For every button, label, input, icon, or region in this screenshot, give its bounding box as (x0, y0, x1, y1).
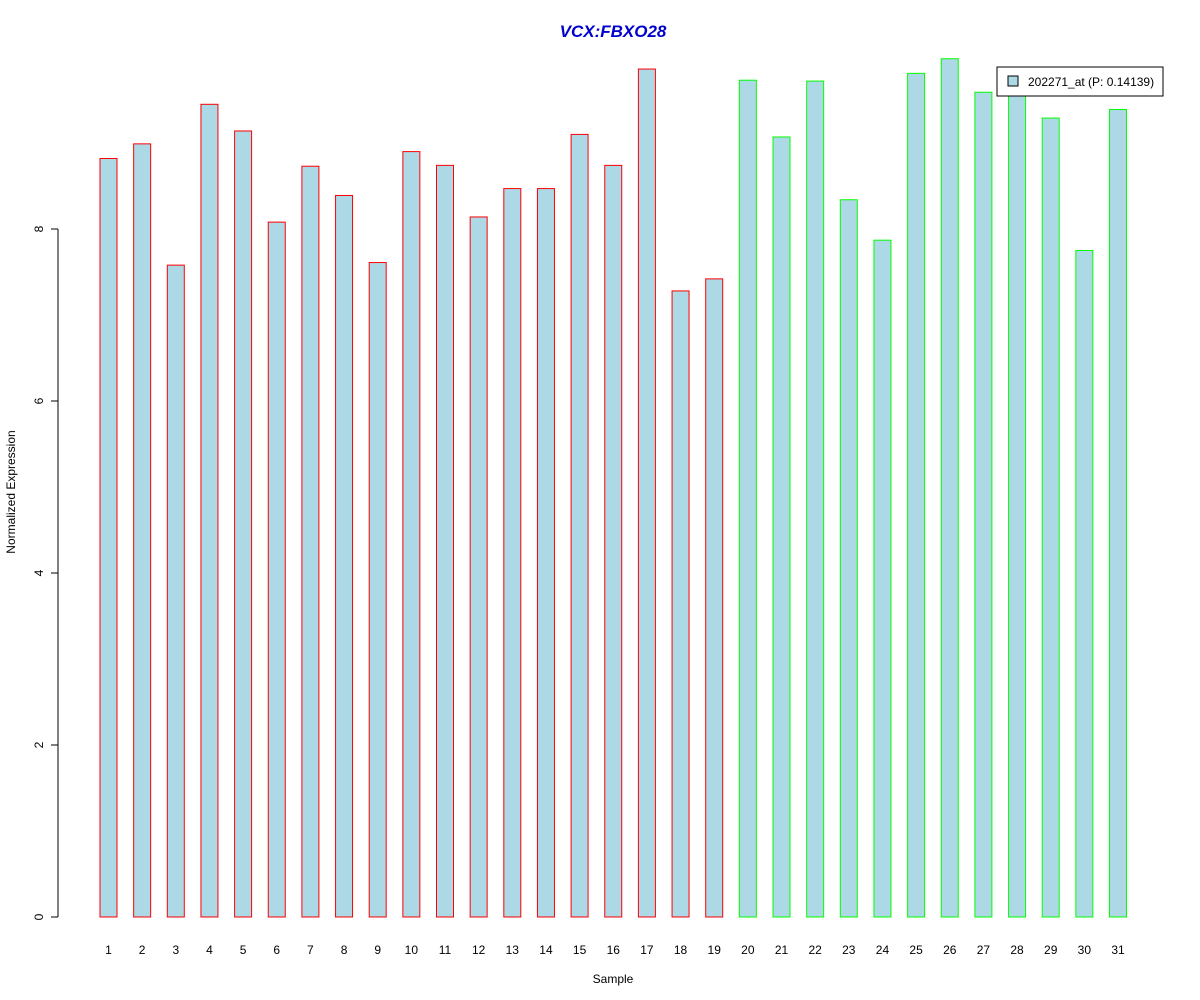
bar-sample-30 (1075, 250, 1094, 918)
x-tick-label: 20 (741, 943, 755, 957)
x-tick-label: 6 (273, 943, 280, 957)
y-tick-label: 2 (32, 741, 46, 748)
bar-sample-31 (1109, 108, 1127, 918)
x-tick-label: 19 (708, 943, 722, 957)
legend-swatch (1007, 75, 1019, 87)
bar-sample-4 (200, 103, 219, 918)
x-tick-label: 5 (240, 943, 247, 957)
bar-sample-13 (503, 188, 522, 918)
bar-sample-5 (234, 130, 253, 918)
x-tick-label: 15 (573, 943, 587, 957)
bar-sample-15 (570, 133, 589, 918)
bar-sample-1 (99, 157, 118, 918)
bar-sample-24 (873, 239, 892, 918)
x-tick-label: 14 (539, 943, 553, 957)
x-tick-label: 12 (472, 943, 486, 957)
x-tick-label: 1 (105, 943, 112, 957)
bar-sample-29 (1041, 117, 1060, 918)
x-tick-label: 13 (506, 943, 520, 957)
x-tick-label: 10 (405, 943, 419, 957)
bar-sample-14 (536, 188, 555, 918)
x-tick-labels: 1 2 3 4 5 6 7 8 9 10 11 12 13 14 15 16 17 18 19 20 21 22 23 24 2… (105, 943, 1125, 957)
x-tick-label: 22 (808, 943, 822, 957)
x-tick-label: 28 (1010, 943, 1024, 957)
y-axis-label: Normalized Expression (4, 430, 18, 553)
bar-sample-2 (133, 143, 152, 918)
x-tick-label: 24 (876, 943, 890, 957)
y-tick-label: 0 (32, 913, 46, 920)
x-tick-label: 18 (674, 943, 688, 957)
x-tick-label: 25 (909, 943, 923, 957)
x-tick-label: 21 (775, 943, 789, 957)
x-tick-label: 11 (439, 943, 452, 957)
bar-sample-20 (738, 79, 757, 918)
x-tick-label: 16 (607, 943, 621, 957)
x-tick-label: 27 (977, 943, 991, 957)
legend-label: 202271_at (P: 0.14139) (1028, 75, 1154, 89)
y-axis: 0 2 4 6 8 (32, 225, 59, 920)
bar-sample-8 (335, 194, 354, 918)
bar-sample-26 (940, 58, 959, 918)
x-tick-label: 29 (1044, 943, 1058, 957)
bar-sample-21 (772, 136, 791, 918)
legend-box (996, 66, 1164, 97)
bar-sample-22 (806, 80, 825, 918)
bar-sample-12 (469, 216, 488, 918)
x-tick-label: 9 (374, 943, 381, 957)
bar-sample-7 (301, 165, 320, 918)
bar-sample-17 (637, 68, 656, 918)
x-axis-label: Sample (593, 972, 634, 986)
bar-sample-19 (705, 278, 724, 918)
bar-sample-27 (974, 91, 993, 918)
bar-sample-23 (839, 199, 858, 918)
x-tick-label: 26 (943, 943, 957, 957)
y-tick-label: 4 (32, 569, 46, 576)
y-tick-label: 6 (32, 397, 46, 404)
bar-sample-6 (267, 221, 286, 918)
x-tick-label: 8 (341, 943, 348, 957)
bar-sample-18 (671, 290, 690, 918)
x-tick-label: 4 (206, 943, 213, 957)
bar-sample-3 (166, 264, 185, 918)
legend: 202271_at (P: 0.14139) (996, 66, 1164, 97)
x-tick-label: 23 (842, 943, 856, 957)
bar-sample-25 (907, 72, 926, 918)
bar-sample-16 (604, 164, 623, 918)
bar-sample-9 (368, 262, 387, 918)
bar-sample-10 (402, 151, 421, 918)
x-tick-label: 31 (1111, 943, 1125, 957)
x-tick-label: 30 (1078, 943, 1092, 957)
bar-sample-28 (1008, 92, 1027, 918)
x-tick-label: 3 (172, 943, 179, 957)
x-tick-label: 2 (139, 943, 146, 957)
bar-sample-11 (436, 164, 454, 918)
x-tick-label: 17 (640, 943, 654, 957)
bars-group (99, 58, 1127, 918)
chart-title: VCX:FBXO28 (560, 22, 667, 41)
y-tick-label: 8 (32, 225, 46, 232)
x-tick-label: 7 (307, 943, 314, 957)
